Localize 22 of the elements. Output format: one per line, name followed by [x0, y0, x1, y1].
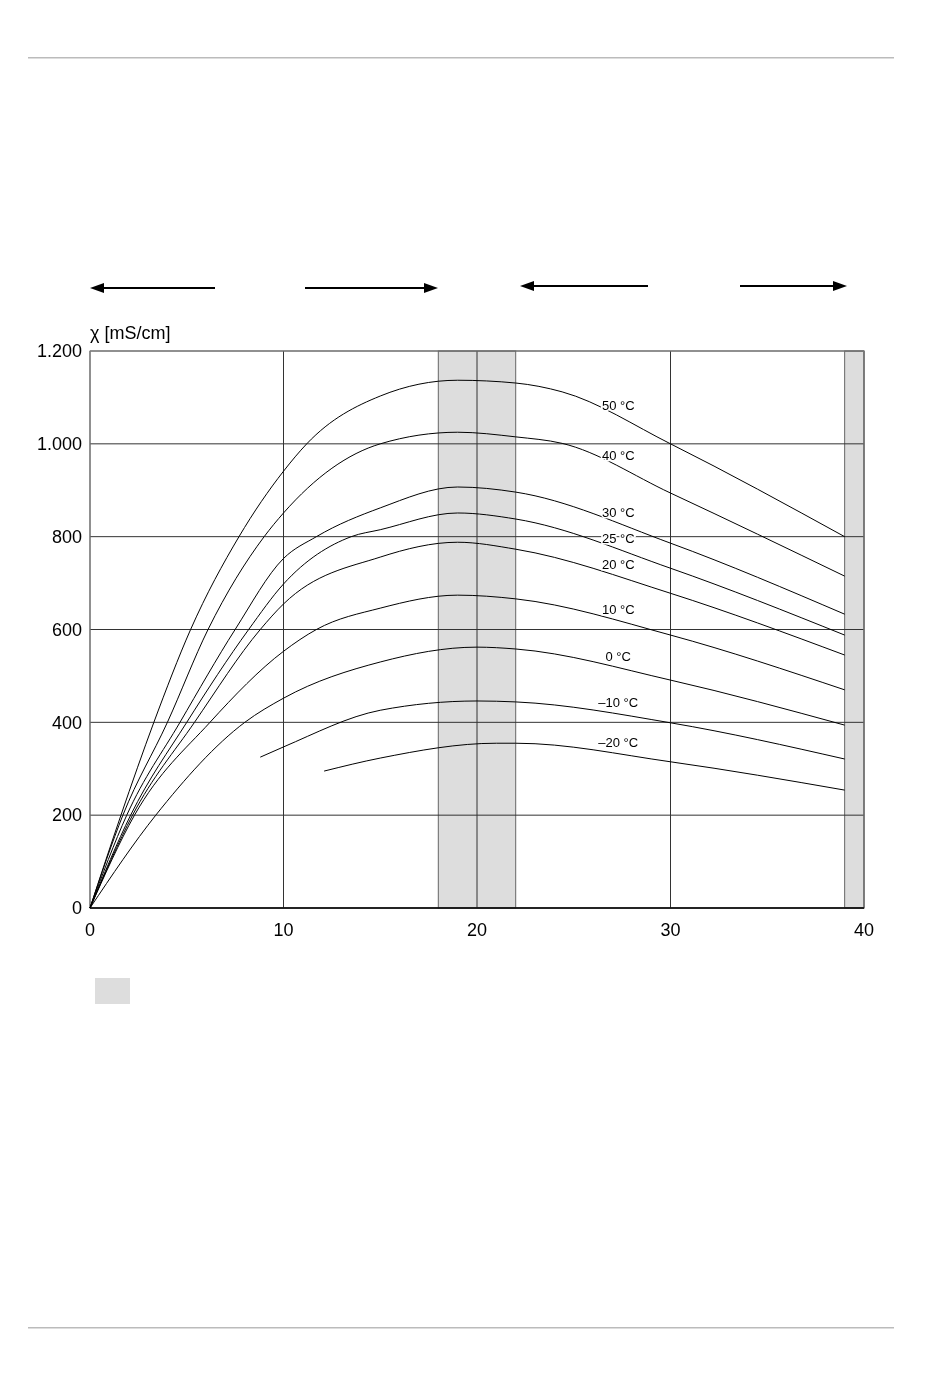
y-tick-label: 400 — [51, 712, 82, 733]
x-tick-label: 30 — [660, 920, 681, 940]
series-label: 0 °C — [605, 648, 631, 664]
y-tick-label: 0 — [71, 898, 82, 919]
series-label: 20 °C — [601, 557, 635, 573]
series-label: 40 °C — [601, 448, 635, 464]
x-tick-label: 20 — [466, 920, 488, 940]
series-label: –20 °C — [598, 734, 639, 750]
x-tick-label: 10 — [273, 920, 294, 940]
y-tick-label: 600 — [51, 619, 82, 640]
y-tick-label: 1.200 — [36, 341, 82, 362]
series-label: 50 °C — [601, 397, 635, 413]
x-tick-label: 0 — [84, 920, 96, 940]
series-label: 30 °C — [601, 504, 635, 520]
x-tick-label: 40 — [853, 920, 875, 940]
y-tick-label: 800 — [51, 526, 82, 547]
y-tick-label: 200 — [51, 805, 82, 826]
line-series — [259, 700, 846, 760]
series-label: 10 °C — [601, 601, 635, 617]
y-tick-label: 1.000 — [36, 434, 82, 455]
series-label: –10 °C — [598, 694, 639, 710]
y-axis-title: χ [mS/cm] — [90, 323, 171, 343]
